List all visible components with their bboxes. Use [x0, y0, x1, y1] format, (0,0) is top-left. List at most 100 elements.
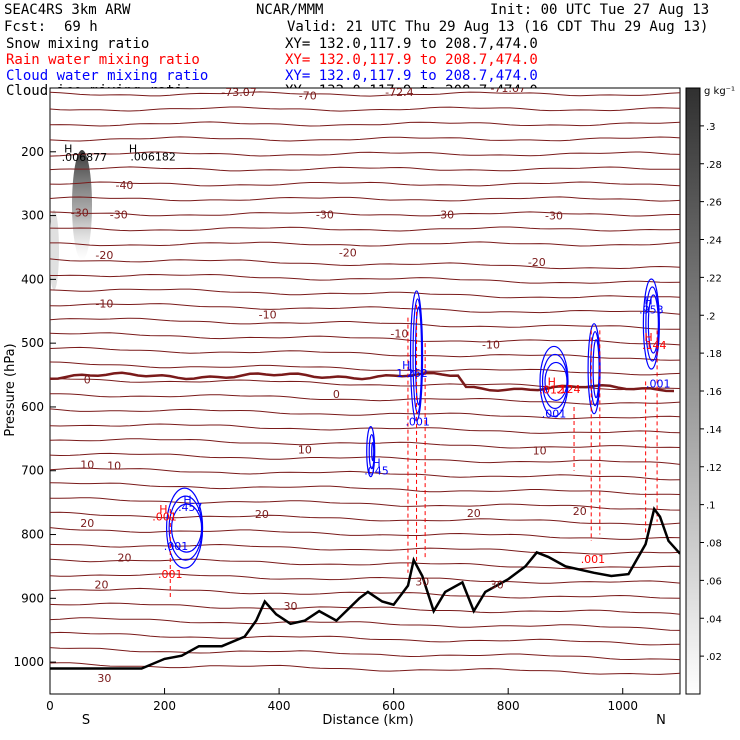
- isotherm-line: [50, 121, 680, 127]
- field-rain-name: Rain water mixing ratio: [6, 52, 200, 68]
- isotherm-line: [50, 181, 680, 187]
- isotherm-line: [50, 166, 680, 172]
- isotherm-label: -10: [482, 338, 500, 351]
- mixing-ratio-label: .001: [164, 540, 189, 553]
- isotherm-line: [50, 91, 680, 97]
- init-time: Init: 00 UTC Tue 27 Aug 13: [490, 2, 710, 18]
- isotherm-label: -20: [339, 247, 357, 260]
- model-title: SEAC4RS 3km ARW: [4, 2, 131, 18]
- x-tick-label: 800: [497, 699, 520, 713]
- isotherm-label: -20: [95, 249, 113, 262]
- mixing-ratio-label: .001: [646, 377, 671, 390]
- mixing-ratio-labels: H.006877H.006182H.045H1.262H.001H.457.00…: [62, 143, 671, 581]
- colorbar-label: .16: [706, 387, 722, 398]
- isotherm-label: 20: [255, 508, 269, 521]
- mixing-ratio-label: .457: [178, 501, 203, 514]
- colorbar-label: .28: [706, 160, 722, 171]
- isotherm-line: [50, 196, 680, 202]
- isotherm-label: 30: [490, 578, 504, 591]
- mixing-ratio-label: .006877: [62, 151, 108, 164]
- x-tick-label: 400: [268, 699, 291, 713]
- cloud-water-contour: [371, 442, 375, 462]
- plot-area: -73.07 -70 -72.4 -71.67 -70.7 -40 -30 -30 -30 -30…: [49, 78, 681, 695]
- isotherm-label: 0: [333, 388, 340, 401]
- snow-shading-left: [50, 210, 59, 290]
- mixing-ratio-label: .006182: [130, 150, 176, 163]
- isotherm-line: [50, 543, 680, 555]
- isotherm-label: -10: [259, 308, 277, 321]
- y-tick-label: 300: [21, 209, 44, 223]
- y-tick-label: 1000: [13, 655, 44, 669]
- colorbar-label: .3: [706, 122, 716, 133]
- cloud-water-contour: [170, 503, 203, 553]
- isotherm-label: 30: [284, 600, 298, 613]
- mixing-ratio-label: H: [183, 493, 191, 506]
- isotherm-label: 20: [467, 507, 481, 520]
- x-tick-label: 0: [46, 699, 54, 713]
- isotherm-label: -10: [95, 298, 113, 311]
- x-tick-label: 1000: [607, 699, 638, 713]
- isotherm-line: [50, 452, 680, 465]
- forecast-hour: 69 h: [64, 19, 98, 35]
- field-cloudwater-xy: XY= 132.0,117.9 to 208.7,474.0: [285, 68, 538, 84]
- isotherm-line: [50, 423, 680, 434]
- isotherm-label: 30: [97, 672, 111, 685]
- colorbar-label: .1: [706, 501, 716, 512]
- isotherm-label: 20: [80, 517, 94, 530]
- isotherm-line: [50, 602, 680, 615]
- isotherm-label: 20: [117, 551, 131, 564]
- mixing-ratio-label: .001: [405, 416, 430, 429]
- isotherm-label: -71.67: [490, 82, 525, 95]
- mixing-ratio-label: H: [644, 294, 652, 307]
- field-snow-name: Snow mixing ratio: [6, 36, 150, 52]
- mixing-ratio-label: H: [372, 456, 380, 469]
- isotherm-line: [50, 662, 680, 675]
- isotherm-label: 10: [533, 444, 547, 457]
- temperature-isotherms: [50, 91, 680, 675]
- colorbar-ramp: [685, 87, 701, 695]
- isotherm-line: [50, 346, 680, 361]
- isotherm-label: -20: [528, 256, 546, 269]
- isotherm-label: 20: [95, 578, 109, 591]
- isotherm-line: [50, 467, 680, 481]
- isotherm-line: [50, 647, 680, 661]
- isotherm-label: -70: [299, 90, 317, 103]
- mixing-ratio-label: .953: [639, 303, 664, 316]
- colorbar-units: g kg⁻¹: [704, 86, 735, 97]
- isotherm-label: -30: [110, 208, 128, 221]
- y-tick-label: 800: [21, 528, 44, 542]
- org-label: NCAR/MMM: [256, 2, 324, 18]
- isotherm-line: [50, 151, 680, 157]
- mixing-ratio-label: 1.262: [396, 367, 428, 380]
- y-tick-label: 200: [21, 145, 44, 159]
- mixing-ratio-label: .144: [642, 339, 667, 352]
- x-axis: 0 200 400 600 800 1000: [46, 688, 638, 713]
- isotherm-label: 20: [573, 505, 587, 518]
- isotherm-line: [50, 408, 680, 420]
- mixing-ratio-label: .001: [542, 407, 567, 420]
- forecast-label: Fcst:: [4, 19, 47, 35]
- isotherm-line: [50, 631, 680, 646]
- y-tick-label: 400: [21, 272, 44, 286]
- mixing-ratio-label: H: [129, 143, 137, 156]
- cloud-water-contour: [592, 339, 600, 399]
- isotherm-label: -70.7: [620, 78, 648, 91]
- isotherm-line: [50, 332, 680, 346]
- snow-shading-plume: [72, 150, 92, 260]
- y-axis: 200 300 400 500 600 700 800 900 1000: [13, 145, 56, 669]
- isotherm-line: [50, 482, 680, 495]
- mixing-ratio-label: H: [402, 359, 410, 372]
- colorbar-label: .06: [706, 576, 722, 587]
- colorbar-label: .02: [706, 652, 722, 663]
- terrain-surface: [50, 506, 680, 670]
- rain-water-contours: [169, 304, 658, 599]
- isotherm-line: [50, 317, 680, 330]
- isotherm-line: [50, 288, 680, 299]
- y-tick-label: 900: [21, 591, 44, 605]
- mixing-ratio-label: H: [159, 503, 167, 516]
- isotherm-line: [50, 361, 680, 376]
- isotherm-label: -30: [436, 208, 454, 221]
- y-tick-label: 700: [21, 464, 44, 478]
- isotherm-labels: -73.07 -70 -72.4 -71.67 -70.7 -40 -30 -30 -30 -30…: [71, 78, 649, 685]
- isotherm-line: [50, 303, 680, 315]
